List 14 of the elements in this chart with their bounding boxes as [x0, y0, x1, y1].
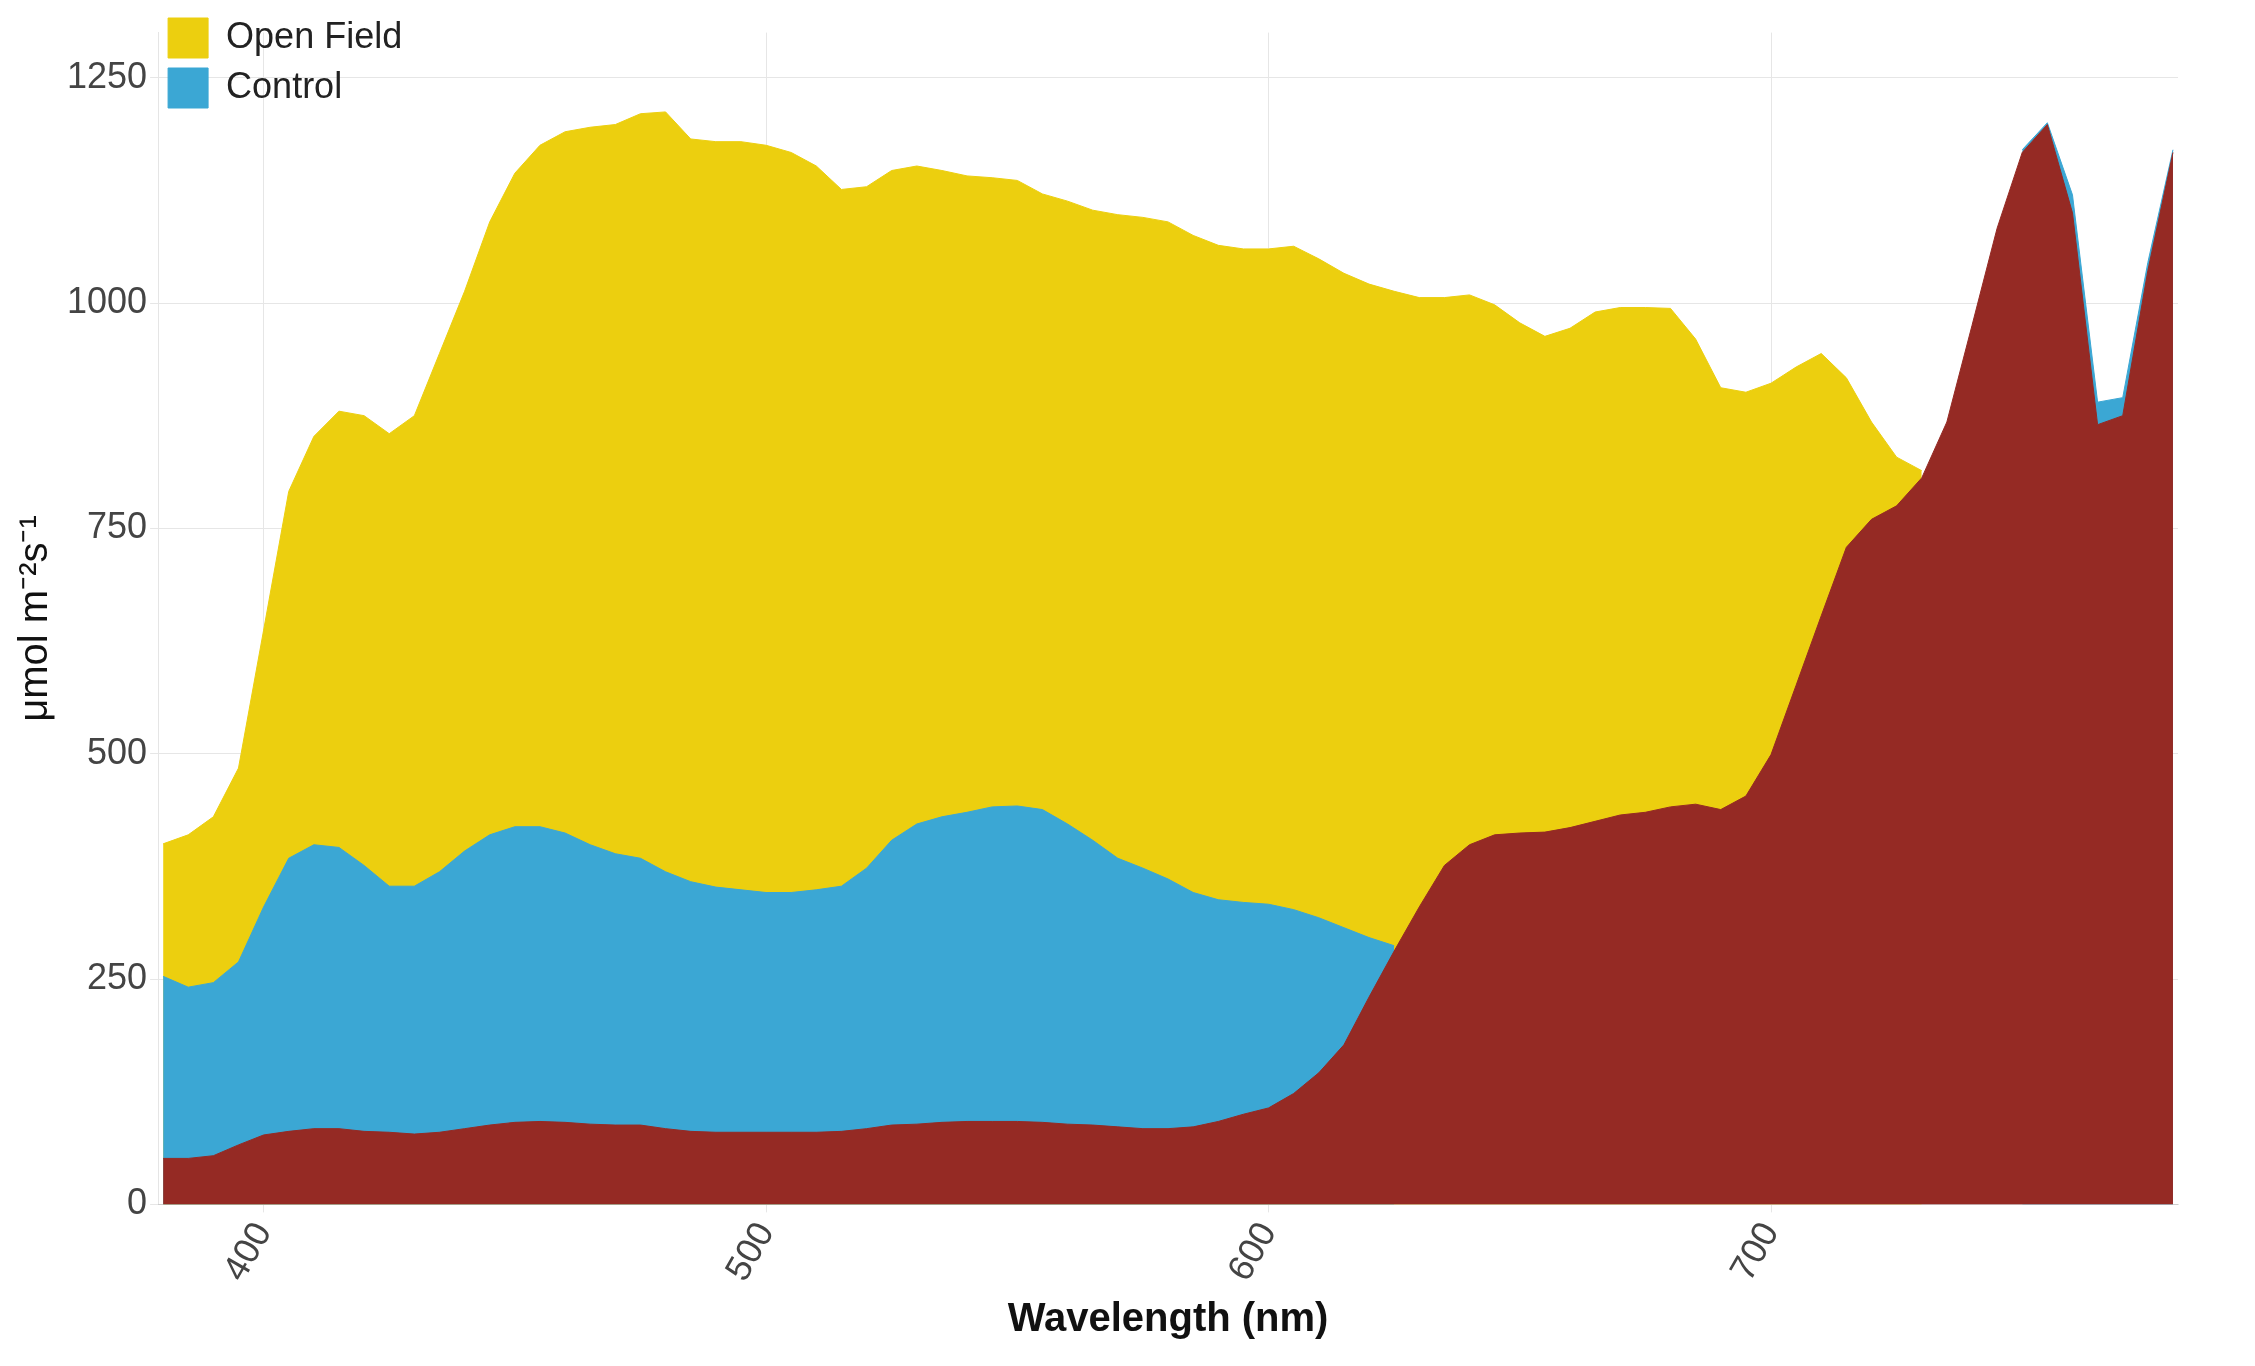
x-tick-label: 500 — [716, 1214, 782, 1288]
x-tick-label: 700 — [1720, 1214, 1787, 1288]
x-tick-label: 600 — [1218, 1214, 1285, 1288]
y-tick-label: 1000 — [66, 279, 148, 321]
legend-label: Control — [226, 64, 343, 106]
y-tick-label: 500 — [87, 730, 148, 772]
y-tick-label: 0 — [127, 1181, 148, 1223]
y-axis-title: μmol m⁻²s⁻¹ — [11, 515, 56, 722]
y-tick-label: 750 — [87, 505, 148, 547]
legend-label: Open Field — [226, 14, 403, 56]
x-tick-label: 400 — [213, 1214, 280, 1288]
y-tick-label: 250 — [87, 955, 148, 997]
y-tick-label: 1250 — [66, 54, 148, 96]
x-axis-title: Wavelength (nm) — [1007, 1295, 1329, 1340]
